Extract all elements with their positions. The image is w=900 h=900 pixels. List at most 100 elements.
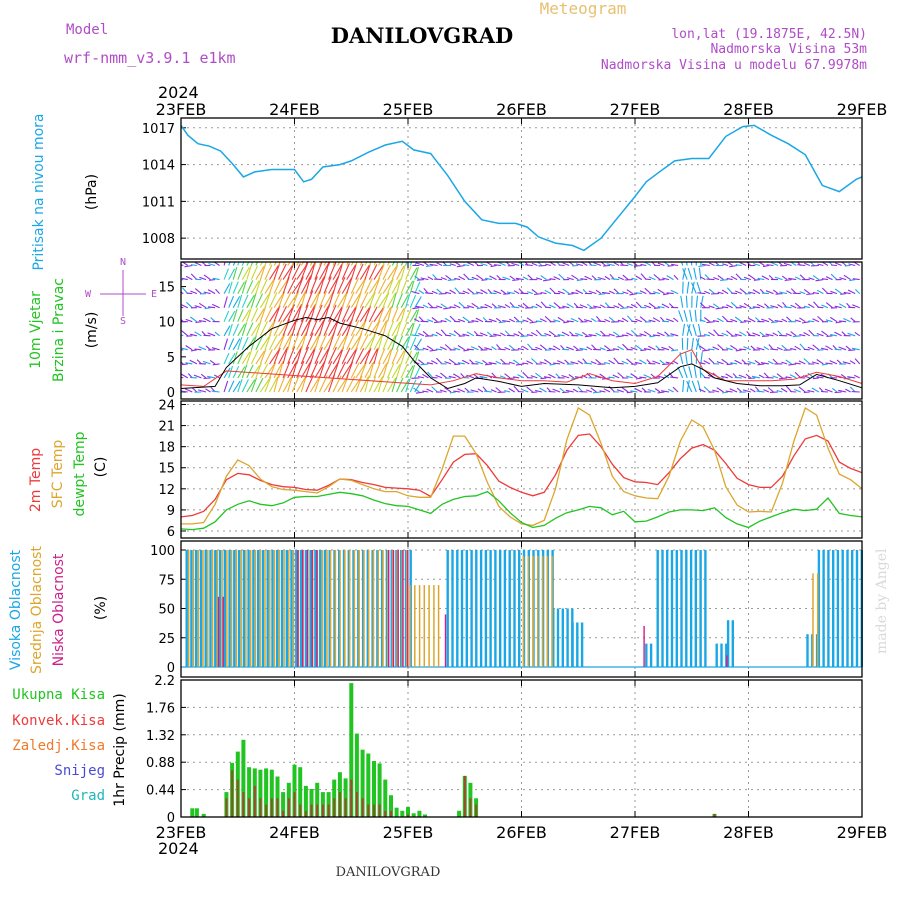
wind-arrow [517, 374, 525, 379]
wind-arrow [364, 347, 372, 365]
wind-arrow [409, 364, 416, 379]
wind-arrow [368, 376, 377, 393]
clouds-ytick-label: 25 [158, 632, 175, 647]
wind-arrow [774, 276, 783, 281]
wind-arrow [190, 264, 197, 267]
pressure-frame [180, 117, 863, 260]
wind-arrow [772, 332, 779, 337]
wind-arrow [803, 358, 811, 365]
wind-arrow [798, 386, 806, 393]
wind-arrow [635, 301, 643, 309]
wind-arrow [831, 387, 838, 393]
wind-arrow [442, 262, 447, 266]
wind-arrow [795, 276, 801, 281]
wind-arrow [577, 317, 584, 323]
wind-arrow [631, 262, 638, 266]
wind-arrow [834, 288, 842, 295]
wind-arrow [396, 363, 402, 379]
wind-arrow [855, 289, 861, 294]
wind-arrow [776, 389, 783, 393]
wind-arrow [250, 377, 258, 393]
wind-arrow [603, 388, 611, 393]
wind-arrow [630, 390, 638, 393]
wind-arrow [803, 305, 810, 309]
wind-ytick-label: 5 [167, 351, 175, 366]
pressure-panel: 1008 1011 1014 1017 [142, 117, 863, 260]
wind-compass: N S E W [85, 257, 157, 327]
wind-arrow [318, 290, 328, 308]
wind-arrow [282, 262, 286, 266]
precip-total-bar [377, 763, 382, 817]
wind-arrow [526, 334, 533, 337]
wind-arrow [635, 275, 643, 281]
wind-arrow [273, 262, 277, 266]
wind-arrow [241, 379, 249, 393]
wind-arrow [513, 316, 520, 323]
wind-arrow [463, 349, 470, 352]
wind-arrow [475, 334, 483, 337]
wind-arrow [341, 375, 349, 393]
wind-arrow [577, 386, 584, 393]
wind-arrow [287, 304, 295, 322]
wind-arrow [780, 387, 788, 393]
wind-arrow [613, 305, 620, 309]
wind-arrow [554, 335, 561, 338]
wind-arrow-field [181, 262, 861, 394]
wind-arrow [536, 277, 543, 281]
wind-arrow [300, 262, 309, 280]
wind-arrow [745, 373, 752, 379]
wind-arrow [698, 267, 702, 280]
wind-arrow [595, 375, 602, 379]
wind-arrow [480, 263, 488, 267]
precip-ytick-label: 0 [167, 811, 175, 826]
wind-arrow [228, 268, 236, 280]
wind-arrow [694, 309, 697, 322]
wind-arrow [755, 317, 761, 323]
precip-total-bar [354, 733, 359, 817]
wind-arrow [414, 262, 418, 266]
wind-arrow [575, 306, 583, 309]
wind-arrow [736, 387, 743, 393]
wind-arrow [512, 279, 520, 282]
wind-arrow [214, 374, 220, 379]
wind-arrow [562, 391, 570, 394]
pressure-ytick-label: 1008 [142, 232, 175, 247]
precip-conv-bar [265, 804, 268, 817]
wind-arrow [273, 292, 284, 308]
wind-arrow [364, 375, 370, 393]
wind-arrow [644, 304, 652, 309]
wind-arrow [346, 348, 357, 365]
wind-arrow [717, 334, 724, 337]
wind-arrow [726, 363, 733, 366]
wind-arrow [328, 361, 339, 379]
wind-arrow [639, 333, 647, 337]
wind-arrow [466, 348, 474, 351]
wind-arrow [186, 292, 193, 295]
wind-arrow [806, 293, 815, 296]
wind-arrow [346, 264, 357, 280]
wind-arrow [735, 264, 742, 267]
wind-arrow [535, 303, 543, 309]
top-year-label: 2024 [158, 83, 199, 102]
wind-arrow [812, 291, 820, 295]
wind-arrow [377, 306, 385, 322]
precip-legend: Ukupna Kisa Konvek.Kisa Zaledj.Kisa Snijeg G… [12, 687, 105, 804]
wind-arrow [278, 278, 289, 294]
wind-arrow [337, 292, 348, 308]
precip-total-bar [349, 683, 354, 817]
wind-arrow [757, 363, 765, 366]
wind-arrow [278, 348, 288, 365]
wind-arrow [328, 262, 337, 280]
wind-arrow [840, 293, 847, 295]
wind-arrow [748, 377, 756, 380]
wind-arrow [521, 388, 529, 393]
wind-arrow [735, 273, 743, 280]
wind-arrow [825, 276, 833, 281]
wind-arrow [655, 345, 661, 351]
wind-arrow [781, 344, 788, 351]
wind-arrow [530, 375, 538, 379]
wind-arrow [662, 293, 670, 296]
wind-arrow [250, 307, 259, 322]
wind-arrow [735, 349, 742, 352]
precip-ytick-label: 2.2 [154, 674, 175, 689]
